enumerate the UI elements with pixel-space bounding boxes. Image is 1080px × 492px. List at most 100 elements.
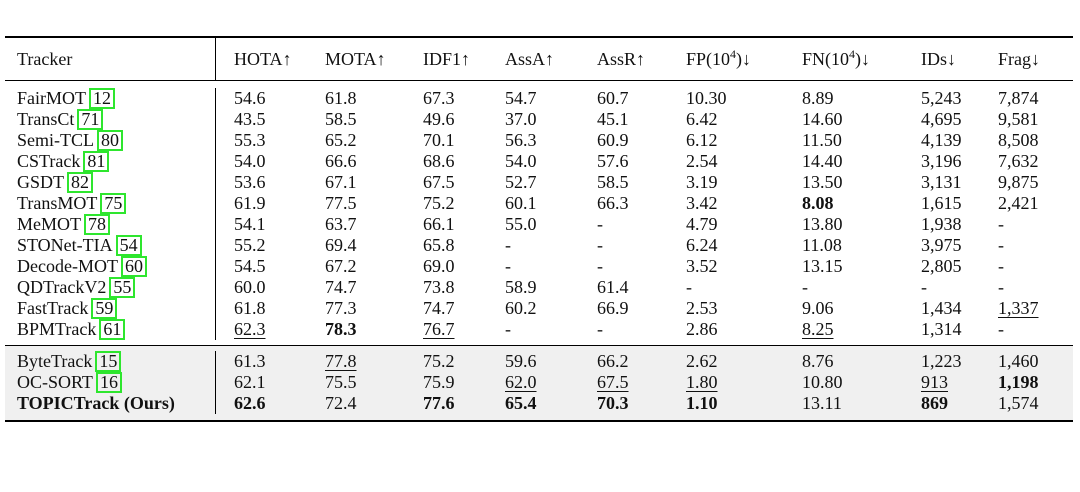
tracker-name-cell: FairMOT 12 — [5, 88, 215, 109]
metric-text: 1,223 — [921, 351, 962, 371]
column-separator — [215, 109, 216, 130]
metric-value: 1,460 — [994, 351, 1064, 372]
metric-value: 37.0 — [501, 109, 593, 130]
citation-link[interactable]: 60 — [120, 256, 147, 277]
tracker-name: FairMOT — [17, 88, 86, 108]
bottom-rule — [5, 420, 1073, 422]
metric-text: - — [597, 319, 603, 339]
metric-text: 1.80 — [686, 372, 718, 392]
metric-text: 54.1 — [234, 214, 266, 234]
metric-value: 67.1 — [314, 172, 412, 193]
metric-text: 1,574 — [998, 393, 1039, 413]
metric-text: 3.52 — [686, 256, 718, 276]
header-arrow: ↓ — [947, 49, 956, 69]
header-label: FP(10 — [686, 49, 731, 69]
tracker-name: TransCt — [17, 109, 75, 129]
section-comparison-methods: ByteTrack 15 61.3 77.8 75.2 59.6 66.2 2.62 8.76 1… — [5, 346, 1073, 420]
metric-value: 3.19 — [682, 172, 798, 193]
metric-text: 3.19 — [686, 172, 718, 192]
citation-link[interactable]: 75 — [100, 193, 127, 214]
metric-value: 75.2 — [412, 351, 501, 372]
metric-value: 70.1 — [412, 130, 501, 151]
citation-link[interactable]: 59 — [91, 298, 118, 319]
header-label: AssA — [505, 49, 546, 69]
tracker-name: ByteTrack — [17, 351, 93, 371]
tracker-name-cell: ByteTrack 15 — [5, 351, 215, 372]
section-rule — [5, 345, 1073, 346]
column-separator — [215, 372, 216, 393]
metric-value: 6.42 — [682, 109, 798, 130]
metric-value: 66.3 — [593, 193, 682, 214]
column-separator — [215, 319, 216, 340]
metric-text: 66.6 — [325, 151, 357, 171]
metric-value: 14.60 — [798, 109, 917, 130]
metric-value: 1,198 — [994, 372, 1064, 393]
metric-value: 77.3 — [314, 298, 412, 319]
metric-value: 58.5 — [593, 172, 682, 193]
metric-value: - — [593, 319, 682, 340]
tracker-name: CSTrack — [17, 151, 81, 171]
metric-text: 61.9 — [234, 193, 266, 213]
metric-value: - — [593, 214, 682, 235]
metric-value: 3,196 — [917, 151, 994, 172]
table-row: CSTrack 81 54.0 66.6 68.6 54.0 57.6 2.54 14.40 3,… — [5, 151, 1073, 172]
metric-value: 6.24 — [682, 235, 798, 256]
header-close: ) — [736, 49, 743, 69]
tracker-name-cell: GSDT 82 — [5, 172, 215, 193]
metric-text: 1,460 — [998, 351, 1039, 371]
metric-value: 45.1 — [593, 109, 682, 130]
citation-link[interactable]: 61 — [99, 319, 126, 340]
metric-text: 1,198 — [998, 372, 1039, 392]
column-separator — [215, 393, 216, 414]
metric-text: 49.6 — [423, 109, 455, 129]
citation-link[interactable]: 15 — [95, 351, 122, 372]
metric-value: 62.6 — [216, 393, 314, 414]
metric-text: - — [686, 277, 692, 297]
metric-text: 70.1 — [423, 130, 455, 150]
metric-value: 57.6 — [593, 151, 682, 172]
metric-text: 6.12 — [686, 130, 718, 150]
metric-value: 60.1 — [501, 193, 593, 214]
citation-link[interactable]: 16 — [95, 372, 122, 393]
metric-text: 66.3 — [597, 193, 629, 213]
section-prior-methods: FairMOT 12 54.6 61.8 67.3 54.7 60.7 10.30 8.89 5,… — [5, 81, 1073, 345]
tracker-name: TOPICTrack (Ours) — [17, 393, 175, 413]
metric-value: 9,581 — [994, 109, 1064, 130]
tracker-name-cell: STONet-TIA 54 — [5, 235, 215, 256]
metric-value: 78.3 — [314, 319, 412, 340]
metric-value: - — [994, 235, 1064, 256]
metric-value: - — [501, 319, 593, 340]
metric-value: 2,805 — [917, 256, 994, 277]
metric-text: 77.6 — [423, 393, 455, 413]
metric-value: 4.79 — [682, 214, 798, 235]
metric-value: 1,314 — [917, 319, 994, 340]
metric-value: 3,131 — [917, 172, 994, 193]
metric-text: 9,581 — [998, 109, 1039, 129]
metric-text: 8.08 — [802, 193, 834, 213]
metric-text: 53.6 — [234, 172, 266, 192]
metric-value: 1,574 — [994, 393, 1064, 414]
metric-value: 55.0 — [501, 214, 593, 235]
metric-value: 3.52 — [682, 256, 798, 277]
metric-text: 60.7 — [597, 88, 629, 108]
results-table: Tracker HOTA↑ MOTA↑ IDF1↑ AssA↑ AssR↑ FP(104)↓… — [5, 36, 1073, 422]
column-separator — [215, 351, 216, 372]
metric-value: 67.5 — [412, 172, 501, 193]
header-rule — [5, 80, 1073, 81]
header-label: Tracker — [17, 49, 73, 69]
citation-link[interactable]: 54 — [115, 235, 142, 256]
metric-value: 69.0 — [412, 256, 501, 277]
metric-text: 2,421 — [998, 193, 1039, 213]
citation-link[interactable]: 12 — [89, 88, 115, 109]
citation-link[interactable]: 82 — [67, 172, 94, 193]
citation-link[interactable]: 78 — [84, 214, 110, 235]
citation-link[interactable]: 80 — [97, 130, 123, 151]
metric-value: - — [994, 277, 1064, 298]
header-arrow: ↑ — [461, 49, 471, 69]
column-separator — [215, 172, 216, 193]
citation-link[interactable]: 71 — [77, 109, 104, 130]
metric-value: 62.3 — [216, 319, 314, 340]
metric-value: 2,421 — [994, 193, 1064, 214]
citation-link[interactable]: 81 — [83, 151, 110, 172]
citation-link[interactable]: 55 — [109, 277, 136, 298]
